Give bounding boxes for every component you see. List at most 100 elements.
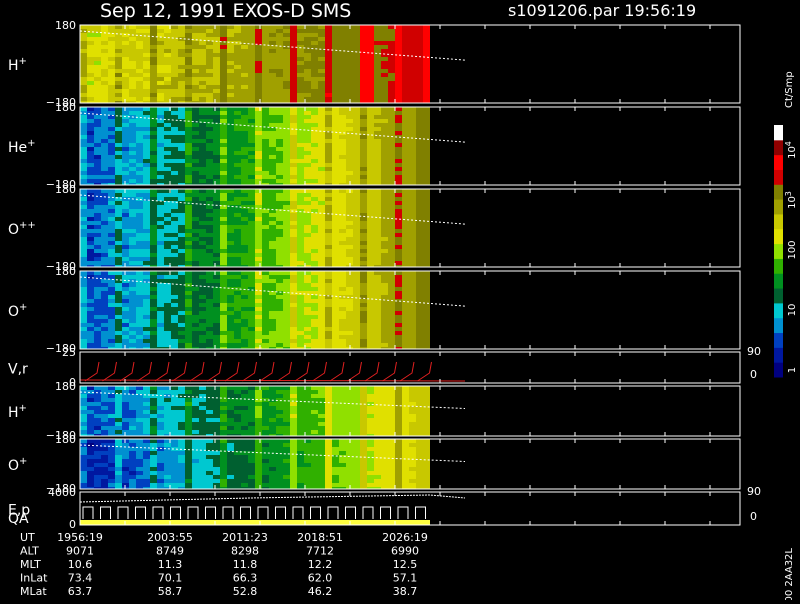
spectrogram-cell: [416, 197, 423, 201]
spectrogram-cell: [80, 319, 87, 323]
spectrogram-cell: [136, 319, 143, 323]
spectrogram-cell: [402, 107, 409, 111]
spectrogram-cell: [136, 283, 143, 287]
spectrogram-cell: [136, 426, 143, 430]
spectrogram-cell: [409, 287, 416, 291]
spectrogram-cell: [297, 386, 304, 390]
ion: He: [8, 140, 27, 156]
spectrogram-cell: [276, 189, 283, 193]
spectrogram-cell: [332, 221, 339, 225]
spectrogram-cell: [297, 81, 304, 85]
spectrogram-cell: [374, 253, 381, 257]
spectrogram-cell: [409, 73, 416, 77]
spectrogram-cell: [262, 229, 269, 233]
spectrogram-cell: [353, 123, 360, 127]
spectrogram-cell: [150, 127, 157, 131]
spectrogram-cell: [122, 410, 129, 414]
spectrogram-cell: [367, 430, 374, 434]
spectrogram-cell: [304, 418, 311, 422]
spectrogram-cell: [157, 339, 164, 343]
spectrogram-cell: [87, 241, 94, 245]
spectrogram-cell: [255, 167, 262, 171]
spectrogram-cell: [388, 237, 395, 241]
spectrogram-cell: [353, 159, 360, 163]
spectrogram-cell: [346, 319, 353, 323]
spectrogram-cell: [80, 295, 87, 299]
spectrogram-cell: [87, 283, 94, 287]
spectrogram-cell: [360, 245, 367, 249]
spectrogram-cell: [255, 249, 262, 253]
spectrogram-cell: [346, 193, 353, 197]
spectrogram-cell: [353, 237, 360, 241]
spectrogram-cell: [304, 339, 311, 343]
spectrogram-cell: [199, 73, 206, 77]
spectrogram-cell: [269, 131, 276, 135]
spectrogram-cell: [122, 131, 129, 135]
spectrogram-cell: [346, 123, 353, 127]
spectrogram-cell: [150, 315, 157, 319]
spectrogram-cell: [185, 143, 192, 147]
spectrogram-cell: [171, 179, 178, 183]
spectrogram-cell: [353, 143, 360, 147]
spectrogram-cell: [388, 119, 395, 123]
spectrogram-cell: [416, 209, 423, 213]
spectrogram-cell: [185, 127, 192, 131]
spectrogram-cell: [248, 418, 255, 422]
spectrogram-cell: [283, 402, 290, 406]
spectrogram-cell: [101, 175, 108, 179]
spectrogram-cell: [304, 414, 311, 418]
spectrogram-cell: [192, 233, 199, 237]
spectrogram-cell: [101, 97, 108, 101]
spectrogram-cell: [423, 335, 430, 339]
spectrogram-cell: [220, 111, 227, 115]
spectrogram-cell: [108, 451, 115, 455]
spectrogram-cell: [241, 261, 248, 265]
spectrogram-cell: [283, 123, 290, 127]
spectrogram-cell: [332, 193, 339, 197]
spectrogram-cell: [227, 93, 234, 97]
spectrogram-cell: [234, 77, 241, 81]
spectrogram-cell: [171, 107, 178, 111]
spectrogram-cell: [101, 323, 108, 327]
spectrogram-cell: [101, 143, 108, 147]
spectrogram-cell: [87, 245, 94, 249]
spectrogram-cell: [290, 386, 297, 390]
spectrogram-cell: [395, 127, 402, 131]
spectrogram-cell: [164, 111, 171, 115]
spectrogram-cell: [192, 295, 199, 299]
spectrogram-cell: [87, 151, 94, 155]
spectrogram-cell: [311, 147, 318, 151]
spectrogram-cell: [122, 205, 129, 209]
spectrogram-cell: [227, 327, 234, 331]
spectrogram-cell: [339, 37, 346, 41]
spectrogram-cell: [311, 323, 318, 327]
spectrogram-cell: [409, 81, 416, 85]
spectrogram-cell: [402, 193, 409, 197]
spectrogram-cell: [332, 77, 339, 81]
spectrogram-cell: [213, 398, 220, 402]
spectrogram-cell: [150, 189, 157, 193]
spectrogram-cell: [87, 85, 94, 89]
spectrogram-cell: [213, 225, 220, 229]
spectrogram-cell: [199, 291, 206, 295]
spectrogram-cell: [80, 291, 87, 295]
spectrogram-cell: [108, 241, 115, 245]
spectrogram-cell: [409, 201, 416, 205]
spectrogram-cell: [325, 77, 332, 81]
spectrogram-cell: [178, 93, 185, 97]
spectrogram-cell: [346, 323, 353, 327]
spectrogram-cell: [416, 410, 423, 414]
spectrogram-cell: [353, 331, 360, 335]
spectrogram-cell: [185, 386, 192, 390]
spectrogram-cell: [332, 414, 339, 418]
spectrogram-cell: [353, 319, 360, 323]
spectrogram-cell: [325, 225, 332, 229]
spectrogram-cell: [192, 205, 199, 209]
spectrogram-cell: [374, 97, 381, 101]
spectrogram-cell: [360, 291, 367, 295]
charge: +: [19, 56, 27, 67]
spectrogram-cell: [234, 303, 241, 307]
spectrogram-cell: [143, 151, 150, 155]
spectrogram-cell: [332, 327, 339, 331]
spectrogram-cell: [402, 171, 409, 175]
